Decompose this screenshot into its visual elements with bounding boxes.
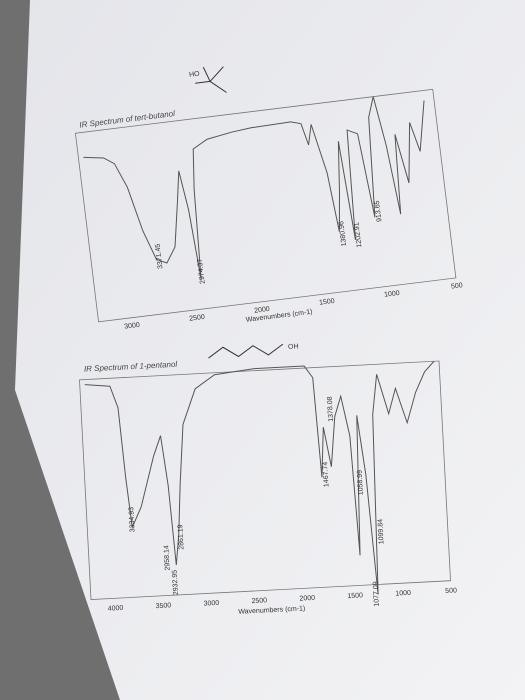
peak-label: 1467.74 — [322, 461, 330, 487]
structure-label: OH — [288, 343, 299, 351]
x-tick-label: 3500 — [155, 602, 171, 610]
x-tick-label: 3000 — [124, 322, 140, 331]
x-tick-label: 2500 — [251, 597, 267, 605]
structure-drawing — [195, 66, 227, 93]
spectrum-trace — [84, 360, 435, 595]
peak-label: 1380.96 — [338, 221, 348, 247]
plot-frame — [74, 88, 457, 323]
plot-frame — [79, 360, 451, 600]
x-tick-label: 2500 — [189, 314, 205, 323]
x-tick-label: 1000 — [384, 290, 400, 299]
x-tick-label: 500 — [445, 587, 457, 595]
peak-label: 1099.84 — [377, 519, 385, 545]
x-tick-label: 2000 — [254, 306, 270, 315]
x-tick-label: 4000 — [108, 605, 124, 613]
structure-drawing — [208, 343, 284, 359]
x-tick-label: 2000 — [299, 595, 315, 603]
x-axis-label: Wavenumbers (cm-1) — [238, 605, 305, 615]
paper — [15, 0, 525, 700]
spectrum-trace — [83, 96, 425, 280]
x-tick-label: 3000 — [203, 600, 219, 608]
x-tick-label: 1500 — [347, 592, 363, 600]
peak-label: 1202.91 — [353, 222, 363, 248]
peak-label: 2974.37 — [197, 258, 207, 284]
peak-label: 2958.14 — [163, 545, 171, 571]
peak-label: 3334.93 — [128, 507, 136, 533]
x-tick-label: 1500 — [319, 298, 335, 307]
structure-label: HO — [189, 71, 201, 79]
peak-label: 1058.99 — [357, 470, 365, 496]
peak-label: 2932.95 — [172, 569, 180, 595]
peak-label: 913.65 — [374, 200, 384, 222]
peak-label: 2861.19 — [177, 524, 185, 550]
x-tick-label: 1000 — [395, 590, 411, 598]
peak-label: 3371.45 — [155, 243, 165, 269]
x-tick-label: 500 — [451, 282, 464, 290]
peak-label: 1378.08 — [327, 396, 335, 422]
peak-label: 1077.09 — [372, 581, 380, 607]
